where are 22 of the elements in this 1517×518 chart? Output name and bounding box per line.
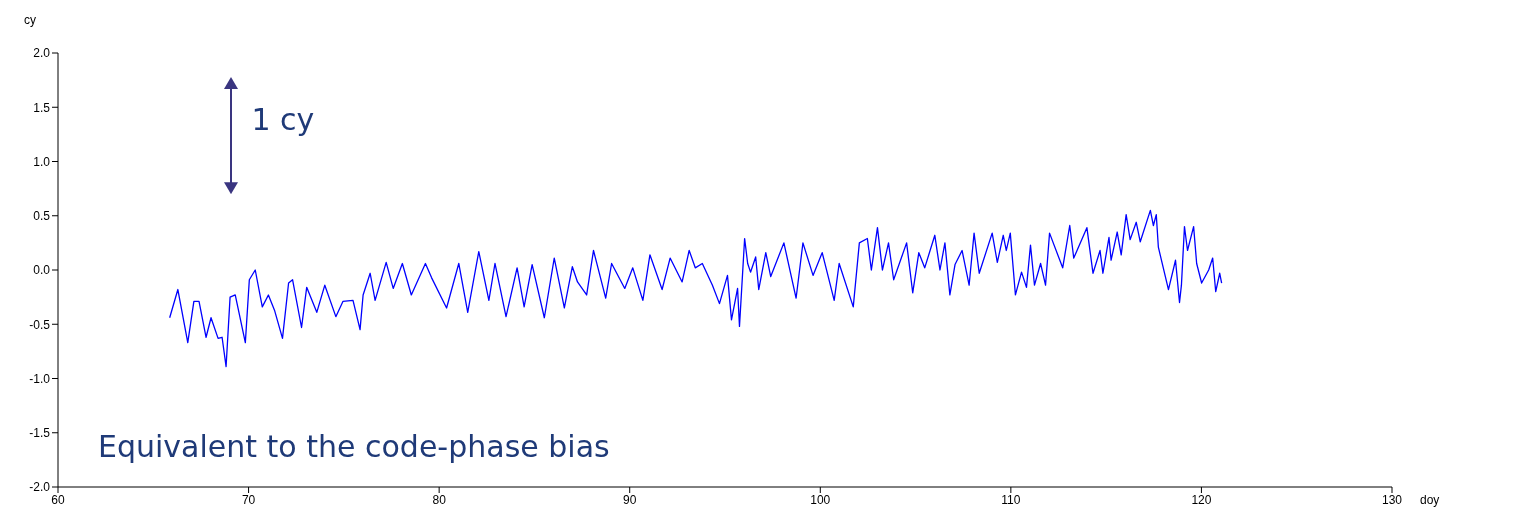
x-tick-label: 80 (432, 492, 447, 507)
y-tick-label: 0.0 (33, 263, 51, 278)
y-tick-label: 2.0 (33, 46, 51, 61)
y-tick-label: -0.5 (29, 317, 51, 332)
y-tick-label: 0.5 (33, 209, 51, 224)
x-tick-label: 120 (1191, 492, 1212, 507)
y-tick-label: 1.0 (33, 154, 51, 169)
annotation: 1 cy (251, 101, 315, 137)
x-tick-label: 100 (810, 492, 831, 507)
x-tick-label: 130 (1381, 492, 1403, 507)
x-tick-label: 70 (241, 492, 256, 507)
y-axis-title: cy (24, 13, 36, 27)
x-axis-title: doy (1420, 493, 1440, 507)
x-tick-label: 110 (1001, 492, 1021, 507)
x-tick-label: 60 (51, 492, 65, 507)
y-tick-label: -1.5 (29, 426, 51, 441)
y-tick-label: -2.0 (29, 480, 51, 495)
annotation: Equivalent to the code-phase bias (98, 429, 610, 465)
line-series (169, 209, 1223, 368)
y-tick-label: -1.0 (29, 371, 51, 386)
x-tick-label: 90 (623, 492, 637, 507)
y-tick-label: 1.5 (33, 100, 51, 115)
